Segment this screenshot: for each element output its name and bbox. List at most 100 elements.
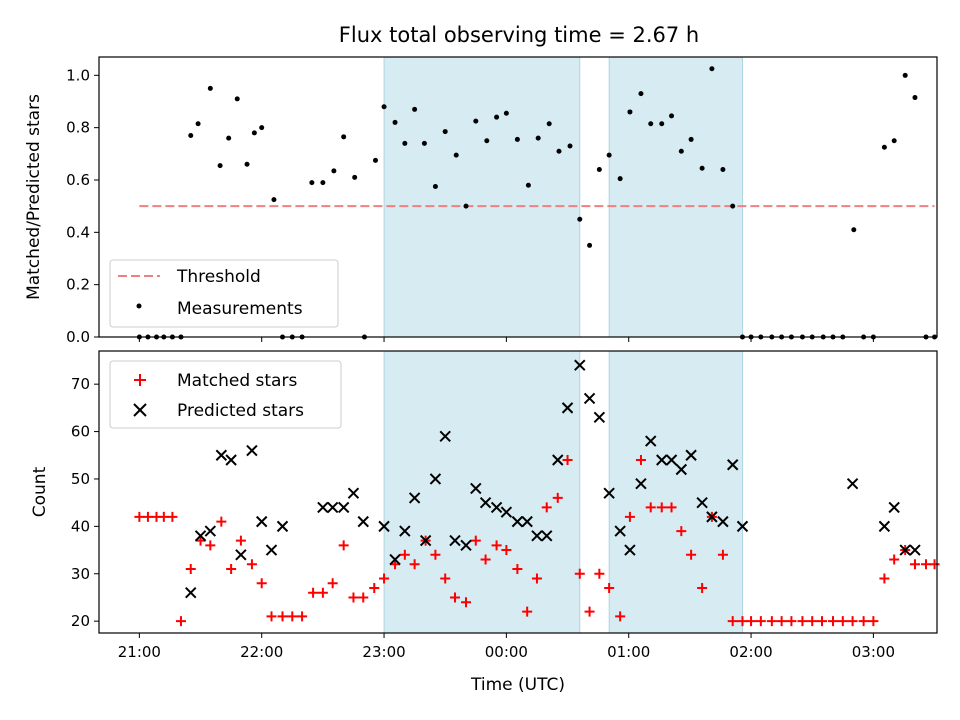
measurements-layer bbox=[136, 66, 938, 340]
matched-stars-legend-label: Matched stars bbox=[177, 371, 297, 391]
matched-star-point bbox=[847, 616, 858, 627]
bot-y-tick-label: 20 bbox=[71, 612, 90, 630]
predicted-star-point bbox=[726, 459, 739, 471]
top-legend-box bbox=[109, 259, 339, 328]
predicted-star-point bbox=[521, 515, 533, 528]
matched-star-point bbox=[430, 549, 441, 560]
predicted-star-point bbox=[846, 477, 859, 490]
measurement-point bbox=[546, 121, 552, 127]
predicted-star-point bbox=[696, 496, 708, 509]
measurement-point bbox=[271, 197, 277, 203]
top-y-tick-label: 0.2 bbox=[66, 276, 90, 294]
measurement-point bbox=[514, 136, 520, 142]
top-legend: Threshold Measurements bbox=[109, 259, 339, 328]
measurement-point bbox=[535, 135, 541, 141]
measurement-point bbox=[188, 133, 194, 139]
measurement-point bbox=[234, 96, 240, 102]
matched-star-point bbox=[399, 549, 410, 560]
predicted-star-point bbox=[656, 454, 668, 466]
predicted-star-point bbox=[347, 487, 360, 499]
measurement-point bbox=[659, 121, 665, 127]
matched-star-point bbox=[369, 582, 380, 593]
measurement-point bbox=[503, 110, 509, 116]
predicted-star-point bbox=[593, 411, 606, 424]
matched-star-point bbox=[256, 578, 267, 589]
chart-title: Flux total observing time = 2.67 h bbox=[339, 23, 699, 47]
matched-star-point bbox=[828, 616, 839, 627]
predicted-star-point bbox=[574, 359, 586, 371]
matched-star-point bbox=[562, 455, 573, 466]
matched-stars-layer bbox=[134, 455, 940, 627]
top-x-axis bbox=[138, 337, 874, 342]
top-y-tick-label: 0.0 bbox=[66, 328, 90, 346]
measurement-point bbox=[891, 138, 897, 144]
bot-shaded-region-1 bbox=[608, 350, 743, 634]
predicted-star-point bbox=[185, 587, 197, 599]
matched-star-point bbox=[205, 540, 216, 551]
measurement-point bbox=[244, 161, 250, 167]
matched-star-point bbox=[909, 559, 920, 570]
predicted-star-point bbox=[255, 515, 268, 528]
matched-star-point bbox=[737, 616, 748, 627]
matched-star-point bbox=[449, 592, 460, 603]
measurement-point bbox=[577, 216, 583, 222]
predicted-star-point bbox=[460, 539, 472, 552]
matched-star-point bbox=[327, 578, 338, 589]
matched-star-point bbox=[266, 611, 277, 622]
measurement-point bbox=[730, 203, 736, 209]
predicted-star-point bbox=[561, 402, 574, 414]
matched-star-point bbox=[766, 616, 777, 627]
measurement-point bbox=[463, 203, 469, 209]
x-tick-label: 03:00 bbox=[852, 643, 895, 661]
matched-star-point bbox=[635, 455, 646, 466]
predicted-star-point bbox=[326, 501, 339, 514]
matched-star-point bbox=[358, 592, 369, 603]
predicted-star-point bbox=[614, 525, 626, 537]
matched-star-point bbox=[277, 611, 288, 622]
top-y-tick-label: 0.8 bbox=[66, 119, 90, 137]
matched-star-point bbox=[776, 616, 787, 627]
matched-star-point bbox=[480, 554, 491, 565]
measurement-point bbox=[421, 140, 427, 146]
measurement-point bbox=[596, 167, 602, 173]
predicted-star-point bbox=[500, 506, 513, 518]
measurement-point bbox=[442, 129, 448, 135]
top-panel: 0.0 0.2 0.4 0.6 0.8 1.0 Matched/Predicted sta… bbox=[24, 56, 938, 346]
x-axis-label: Time (UTC) bbox=[470, 675, 565, 695]
predicted-stars-legend-label: Predicted stars bbox=[177, 401, 304, 421]
x-tick-label: 00:00 bbox=[485, 643, 528, 661]
bottom-axes-frame bbox=[98, 350, 938, 634]
bottom-legend: Matched stars Predicted stars bbox=[109, 360, 342, 429]
measurement-point bbox=[195, 121, 201, 127]
measurement-point bbox=[494, 114, 500, 120]
matched-star-point bbox=[552, 492, 563, 503]
matched-star-point bbox=[837, 616, 848, 627]
measurement-point bbox=[402, 140, 408, 146]
top-y-tick-label: 0.4 bbox=[66, 223, 90, 241]
matched-star-point bbox=[142, 511, 153, 522]
predicted-star-point bbox=[645, 435, 657, 447]
matched-star-point bbox=[287, 611, 298, 622]
predicted-star-point bbox=[490, 501, 503, 514]
matched-star-point bbox=[645, 502, 656, 513]
measurements-legend-swatch bbox=[136, 303, 142, 309]
predicted-star-point bbox=[204, 525, 217, 537]
predicted-star-point bbox=[706, 511, 718, 523]
top-shaded-region-0 bbox=[383, 56, 581, 338]
matched-star-point bbox=[522, 606, 533, 617]
predicted-stars-legend-swatch bbox=[133, 403, 147, 417]
predicted-stars-layer bbox=[185, 359, 921, 599]
predicted-star-point bbox=[246, 444, 258, 457]
top-axes-frame bbox=[98, 56, 938, 338]
predicted-star-point bbox=[399, 525, 411, 537]
measurement-point bbox=[709, 66, 715, 72]
predicted-star-point bbox=[511, 515, 524, 528]
matched-star-point bbox=[167, 511, 178, 522]
measurements-legend-label: Measurements bbox=[177, 299, 303, 319]
matched-star-point bbox=[746, 616, 757, 627]
measurement-point bbox=[207, 85, 213, 91]
matched-star-point bbox=[185, 564, 196, 575]
predicted-star-point bbox=[583, 392, 596, 405]
predicted-star-point bbox=[531, 530, 543, 542]
matched-star-point bbox=[512, 564, 523, 575]
